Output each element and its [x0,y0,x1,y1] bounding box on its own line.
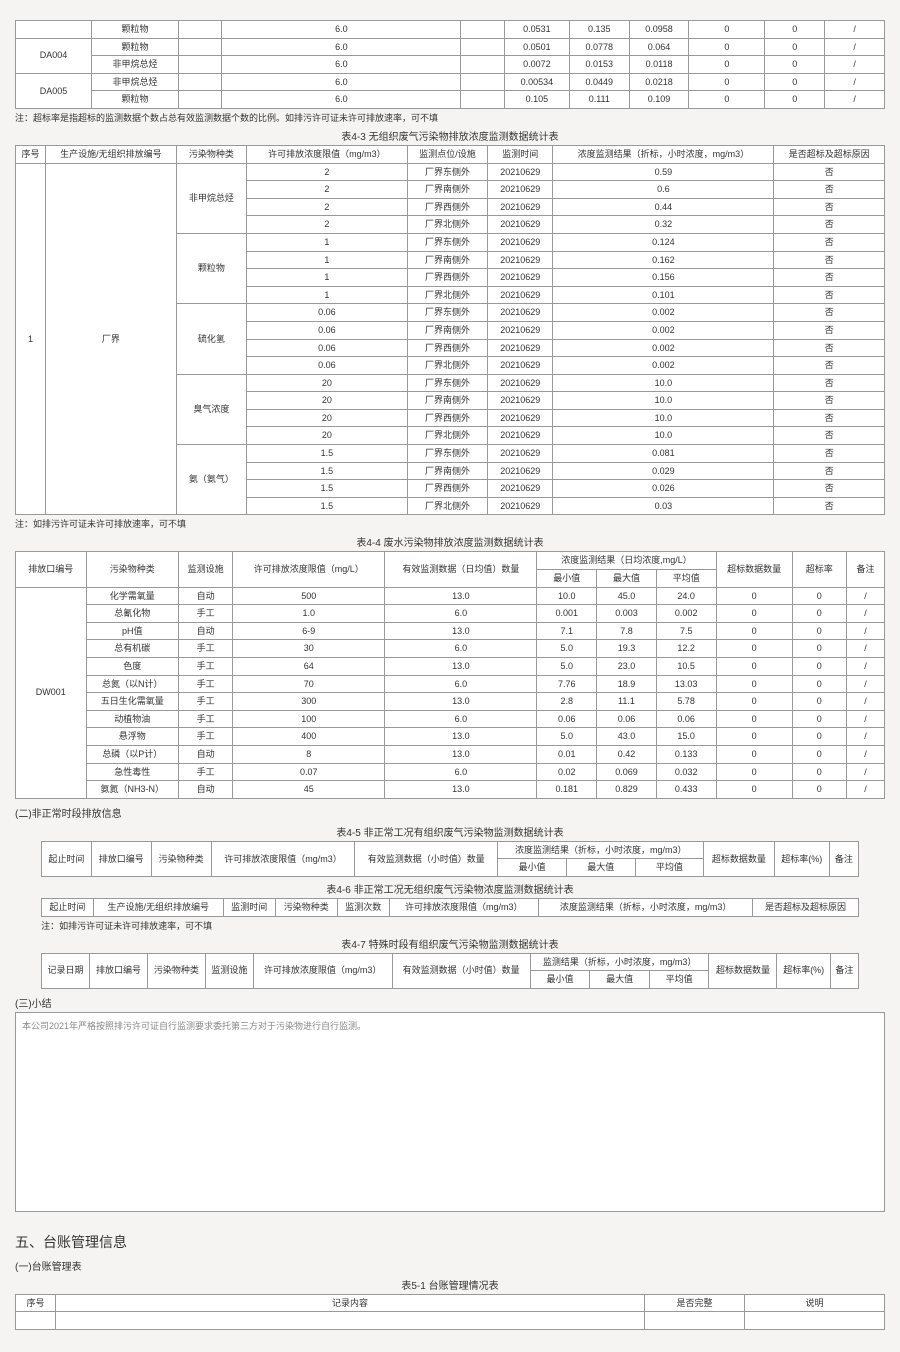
table-47: 记录日期 排放口编号 污染物种类 监测设施 许可排放浓度限值（mg/m3） 有效… [41,953,859,989]
h: 超标率(%) [777,953,830,988]
h: 最大值 [597,570,657,588]
top-note: 注：超标率是指超标的监测数据个数占总有效监测数据个数的比例。如排污许可证未许可排… [15,111,885,124]
h: 记录日期 [42,953,90,988]
table-45: 起止时间 排放口编号 污染物种类 许可排放浓度限值（mg/m3） 有效监测数据（… [41,841,859,877]
table-46: 起止时间 生产设施/无组织排放编号 监测时间 污染物种类 监测次数 许可排放浓度… [41,898,859,917]
h: 序号 [16,1294,56,1312]
h: 许可排放浓度限值（mg/m3） [253,953,392,988]
h: 污染物种类 [151,841,211,876]
h: 超标率(%) [774,841,829,876]
h: 监测结果（折标，小时浓度，mg/m3） [530,953,709,971]
section-2: (二)非正常时段排放信息 [15,805,885,820]
h: 监测设施 [178,552,232,587]
caption-44: 表4-4 废水污染物排放浓度监测数据统计表 [15,534,885,549]
table-43: 序号 生产设施/无组织排放编号 污染物种类 许可排放浓度限值（mg/m3） 监测… [15,145,885,515]
h: 最小值 [498,859,567,877]
h: 监测时间 [223,898,275,916]
caption-45: 表4-5 非正常工况有组织废气污染物监测数据统计表 [15,824,885,839]
h: 序号 [16,145,46,163]
h: 监测点位/设施 [407,145,487,163]
h: 超标数据数量 [709,953,777,988]
table-51: 序号 记录内容 是否完整 说明 [15,1294,885,1330]
h: 起止时间 [42,898,94,916]
section-5-sub: (一)台账管理表 [15,1258,885,1273]
h: 排放口编号 [16,552,87,587]
h: 是否完整 [645,1294,745,1312]
note-46: 注：如排污许可证未许可排放速率，可不填 [41,919,885,932]
h: 备注 [846,552,884,587]
h: 污染物种类 [86,552,178,587]
table-44: 排放口编号 污染物种类 监测设施 许可排放浓度限值（mg/L） 有效监测数据（日… [15,551,885,798]
h: 有效监测数据（小时值）数量 [355,841,498,876]
h: 备注 [830,953,858,988]
caption-47: 表4-7 特殊时段有组织废气污染物监测数据统计表 [15,936,885,951]
h: 污染物种类 [176,145,246,163]
h: 监测时间 [488,145,553,163]
h: 浓度监测结果（日均浓度,mg/L） [537,552,716,570]
h: 超标数据数量 [716,552,792,587]
caption-51: 表5-1 台账管理情况表 [15,1277,885,1292]
h: 许可排放浓度限值（mg/m3） [247,145,408,163]
h: 备注 [829,841,858,876]
h: 最小值 [530,971,590,989]
h: 最小值 [537,570,597,588]
note-43: 注：如排污许可证未许可排放速率，可不填 [15,517,885,530]
h: 污染物种类 [147,953,205,988]
h: 浓度监测结果（折标，小时浓度，mg/m3） [538,898,752,916]
h: 许可排放浓度限值（mg/L） [233,552,385,587]
h: 排放口编号 [91,841,151,876]
h: 超标数据数量 [704,841,774,876]
section-3: (三)小结 [15,995,885,1010]
h: 超标率 [792,552,846,587]
h: 浓度监测结果（折标，小时浓度，mg/m3） [553,145,774,163]
summary-box: 本公司2021年严格按照排污许可证自行监测要求委托第三方对于污染物进行自行监测。 [15,1012,885,1212]
caption-43: 表4-3 无组织废气污染物排放浓度监测数据统计表 [15,128,885,143]
h: 污染物种类 [275,898,337,916]
h: 最大值 [566,859,635,877]
h: 记录内容 [56,1294,645,1312]
h: 最大值 [590,971,650,989]
h: 许可排放浓度限值（mg/m3） [211,841,355,876]
h: 是否超标及超标原因 [774,145,885,163]
h: 有效监测数据（小时值）数量 [392,953,530,988]
h: 监测设施 [205,953,253,988]
h: 平均值 [649,971,709,989]
h: 起止时间 [42,841,92,876]
section-5: 五、台账管理信息 [15,1232,885,1252]
h: 是否超标及超标原因 [753,898,859,916]
h: 浓度监测结果（折标，小时浓度，mg/m3） [498,841,704,859]
h: 排放口编号 [90,953,148,988]
h: 生产设施/无组织排放编号 [93,898,223,916]
h: 有效监测数据（日均值）数量 [385,552,537,587]
h: 说明 [745,1294,885,1312]
h: 平均值 [656,570,716,588]
h: 监测次数 [337,898,389,916]
caption-46: 表4-6 非正常工况无组织废气污染物浓度监测数据统计表 [15,881,885,896]
h: 许可排放浓度限值（mg/m3） [389,898,538,916]
top-table: 颗粒物6.00.05310.1350.095800/DA004颗粒物6.00.0… [15,20,885,109]
h: 生产设施/无组织排放编号 [46,145,177,163]
h: 平均值 [635,859,704,877]
